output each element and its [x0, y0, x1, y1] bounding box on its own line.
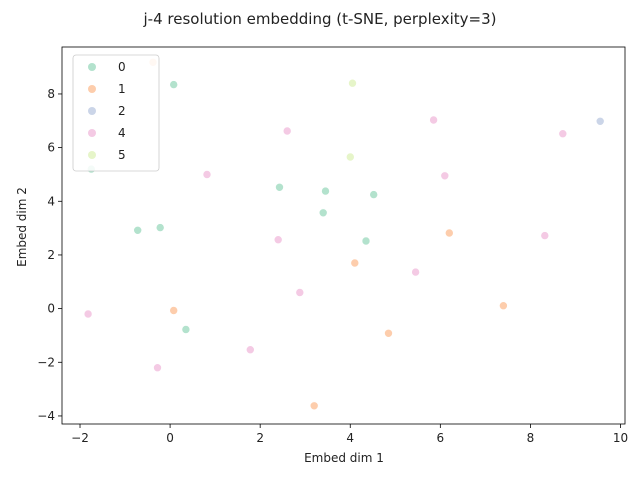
y-tick-label: 0: [47, 302, 55, 316]
data-point-series-4: [411, 267, 420, 277]
legend-label: 0: [118, 60, 126, 74]
data-point-series-4: [429, 115, 438, 125]
x-axis: −2 0 2 4 6 8 10: [71, 424, 628, 445]
x-tick-label: 2: [256, 431, 264, 445]
chart-title: j-4 resolution embedding (t-SNE, perplex…: [143, 10, 497, 28]
data-point-series-4: [153, 363, 162, 373]
y-tick-label: 8: [47, 87, 55, 101]
data-point-series-5: [345, 152, 355, 162]
x-tick-label: 8: [527, 431, 535, 445]
data-point-series-5: [348, 78, 357, 88]
x-tick-label: 6: [437, 431, 445, 445]
y-tick-label: 4: [47, 194, 55, 208]
data-point-series-4: [440, 171, 450, 181]
legend-box: [72, 54, 160, 172]
data-point-series-1: [499, 301, 508, 311]
data-point-series-0: [133, 226, 142, 235]
data-point-series-4: [558, 129, 568, 138]
data-point-series-4: [282, 126, 292, 136]
legend-marker: [88, 85, 96, 93]
data-point-series-4: [273, 235, 283, 244]
data-point-series-0: [181, 325, 191, 334]
data-point-series-0: [369, 190, 379, 199]
x-tick-label: 0: [166, 431, 174, 445]
data-point-series-1: [309, 401, 319, 411]
data-point-series-0: [155, 223, 165, 232]
data-point-series-4: [540, 231, 550, 240]
plot-frame: [61, 46, 626, 425]
y-axis: −4 −2 0 2 4 6 8: [37, 87, 62, 423]
y-tick-label: 2: [47, 248, 55, 262]
data-point-series-1: [384, 328, 393, 338]
x-tick-label: 10: [613, 431, 628, 445]
data-point-series-4: [83, 309, 93, 319]
data-point-series-1: [444, 228, 454, 238]
y-tick-label: 6: [47, 141, 55, 155]
legend-label: 4: [118, 126, 126, 140]
data-point-series-0: [361, 236, 371, 246]
legend-label: 1: [118, 82, 126, 96]
data-point-series-2: [595, 117, 605, 126]
x-axis-label: Embed dim 1: [304, 451, 384, 465]
data-point-series-0: [275, 183, 284, 192]
data-point-series-4: [246, 345, 255, 355]
y-tick-label: −4: [37, 409, 55, 423]
x-tick-label: −2: [71, 431, 89, 445]
legend-marker: [88, 151, 96, 159]
data-point-series-0: [169, 80, 178, 89]
data-point-series-4: [202, 170, 212, 179]
y-axis-label: Embed dim 2: [15, 187, 29, 267]
y-tick-label: −2: [37, 355, 55, 369]
legend-marker: [88, 129, 96, 137]
data-point-series-1: [169, 306, 178, 315]
x-tick-label: 4: [346, 431, 354, 445]
legend: 0 1 2 4 5: [72, 54, 160, 172]
data-point-series-1: [350, 258, 360, 268]
legend-label: 2: [118, 104, 126, 118]
data-point-series-0: [318, 208, 328, 218]
plot-area: [61, 46, 626, 425]
legend-marker: [88, 107, 96, 115]
data-point-series-0: [321, 186, 330, 196]
legend-marker: [88, 63, 96, 71]
data-point-series-4: [295, 288, 305, 297]
legend-label: 5: [118, 148, 126, 162]
